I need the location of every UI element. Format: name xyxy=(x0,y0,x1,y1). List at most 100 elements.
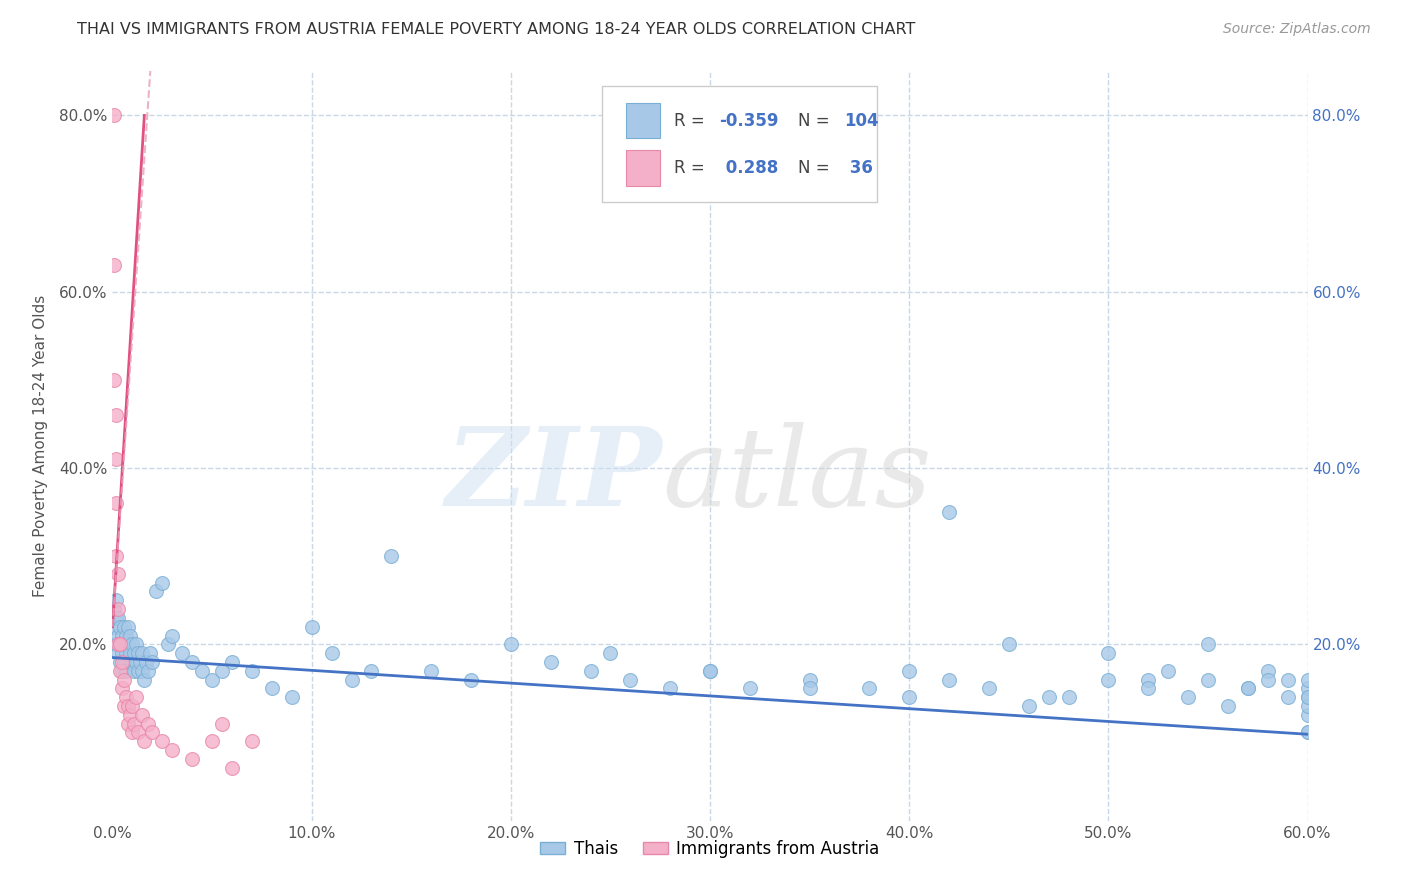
Point xyxy=(460,673,482,687)
Point xyxy=(1177,690,1199,705)
Point xyxy=(121,655,143,669)
Point xyxy=(240,734,263,748)
Point xyxy=(111,655,134,669)
Point xyxy=(340,673,363,687)
Point xyxy=(1216,699,1239,714)
Point xyxy=(540,655,562,669)
Point xyxy=(1038,690,1060,705)
Point xyxy=(110,655,132,669)
Point xyxy=(699,664,721,678)
Point xyxy=(127,646,149,660)
Point xyxy=(938,673,960,687)
Point xyxy=(201,673,224,687)
Point xyxy=(898,664,921,678)
Point xyxy=(380,549,402,564)
Point xyxy=(321,646,343,660)
Point xyxy=(117,716,139,731)
Point xyxy=(124,664,146,678)
Point xyxy=(103,602,125,616)
Point xyxy=(117,637,139,651)
Point xyxy=(115,628,138,642)
Point xyxy=(799,681,821,696)
Point xyxy=(162,628,183,642)
Point xyxy=(659,681,682,696)
Point xyxy=(129,655,152,669)
Point xyxy=(1277,673,1299,687)
Point xyxy=(1257,673,1279,687)
Y-axis label: Female Poverty Among 18-24 Year Olds: Female Poverty Among 18-24 Year Olds xyxy=(32,295,48,597)
Point xyxy=(360,664,382,678)
Point xyxy=(105,593,128,607)
Point xyxy=(107,628,129,642)
Point xyxy=(157,637,180,651)
Point xyxy=(1097,646,1119,660)
Bar xyxy=(627,151,659,186)
Point xyxy=(115,690,138,705)
Point xyxy=(1137,673,1160,687)
Point xyxy=(125,637,148,651)
Point xyxy=(1057,690,1080,705)
Point xyxy=(1237,681,1260,696)
Point xyxy=(105,549,128,564)
Text: 104: 104 xyxy=(844,112,879,129)
Point xyxy=(1197,637,1219,651)
Point xyxy=(301,620,323,634)
Point xyxy=(124,646,146,660)
Point xyxy=(125,690,148,705)
Point xyxy=(103,258,125,272)
Point xyxy=(110,620,132,634)
Point xyxy=(121,637,143,651)
Point xyxy=(162,743,183,757)
Point xyxy=(134,673,156,687)
Point xyxy=(738,681,761,696)
Point xyxy=(145,584,167,599)
Point xyxy=(131,707,153,722)
Point xyxy=(135,655,157,669)
Point xyxy=(139,646,162,660)
Point xyxy=(105,496,128,510)
Point xyxy=(977,681,1000,696)
Point xyxy=(110,637,132,651)
Point xyxy=(114,655,135,669)
Point xyxy=(107,637,129,651)
Point xyxy=(221,655,243,669)
Point xyxy=(131,664,153,678)
Point xyxy=(1277,690,1299,705)
Point xyxy=(260,681,283,696)
Point xyxy=(121,725,143,739)
Point xyxy=(103,373,125,387)
Point xyxy=(1296,690,1319,705)
Point xyxy=(221,761,243,775)
Text: ZIP: ZIP xyxy=(446,422,662,530)
Point xyxy=(1296,725,1319,739)
Text: N =: N = xyxy=(799,160,835,178)
Point xyxy=(240,664,263,678)
Point xyxy=(799,673,821,687)
Text: R =: R = xyxy=(675,160,710,178)
Point xyxy=(150,575,173,590)
Point xyxy=(1296,725,1319,739)
Point xyxy=(998,637,1021,651)
Point xyxy=(141,725,163,739)
Point xyxy=(141,655,163,669)
Point xyxy=(201,734,224,748)
Point xyxy=(111,681,134,696)
Point xyxy=(115,664,138,678)
Point xyxy=(134,734,156,748)
Point xyxy=(1157,664,1180,678)
Point xyxy=(1197,673,1219,687)
Point xyxy=(117,620,139,634)
Point xyxy=(111,628,134,642)
Point xyxy=(120,707,142,722)
Point xyxy=(499,637,522,651)
Point xyxy=(114,620,135,634)
Point xyxy=(699,664,721,678)
Point xyxy=(111,664,134,678)
Point xyxy=(105,408,128,422)
Text: R =: R = xyxy=(675,112,710,129)
Point xyxy=(115,646,138,660)
Point xyxy=(125,655,148,669)
Point xyxy=(281,690,304,705)
Point xyxy=(124,716,146,731)
Point xyxy=(138,716,160,731)
